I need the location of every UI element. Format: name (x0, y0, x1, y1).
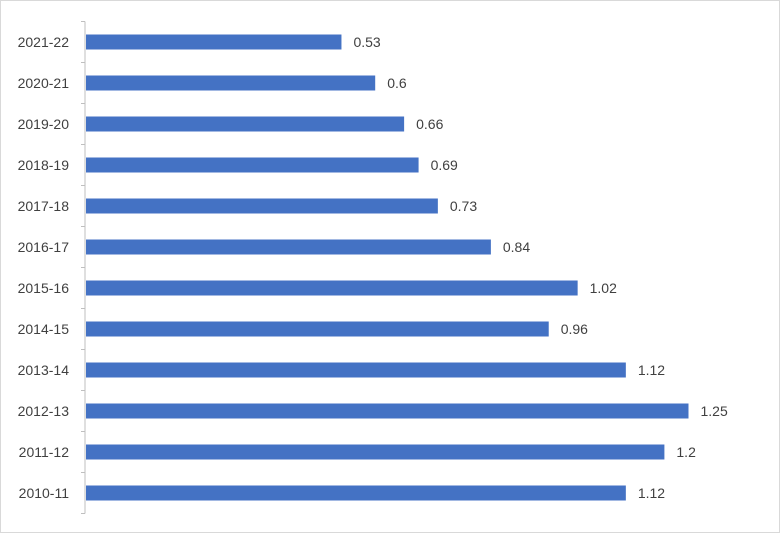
bar (86, 116, 405, 132)
value-label: 1.2 (676, 444, 696, 460)
category-label: 2021-22 (18, 34, 70, 50)
category-label: 2012-13 (18, 403, 70, 419)
category-label: 2011-12 (19, 444, 70, 460)
bar (86, 75, 376, 91)
bar (86, 280, 578, 296)
value-label: 1.25 (701, 403, 728, 419)
category-axis-ticks (81, 21, 85, 514)
category-label: 2015-16 (18, 280, 70, 296)
category-label: 2010-11 (19, 485, 70, 501)
value-label: 0.73 (450, 198, 477, 214)
value-label: 0.96 (561, 321, 588, 337)
value-label: 0.84 (503, 239, 530, 255)
value-label: 1.12 (638, 362, 665, 378)
value-label: 0.69 (431, 157, 458, 173)
category-label: 2013-14 (18, 362, 70, 378)
value-label: 0.53 (353, 34, 380, 50)
bar (86, 444, 665, 460)
value-label: 1.02 (590, 280, 617, 296)
category-label: 2017-18 (18, 198, 70, 214)
category-label: 2014-15 (18, 321, 70, 337)
value-labels: 0.53 0.6 0.66 0.69 0.73 0.84 1.02 0.96 1.12 1.25 1… (353, 34, 728, 501)
category-label: 2018-19 (18, 157, 70, 173)
bar (86, 198, 438, 214)
value-label: 1.12 (638, 485, 665, 501)
category-labels: 2021-22 2020-21 2019-20 2018-19 2017-18 2016-… (18, 34, 70, 501)
value-label: 0.6 (387, 75, 407, 91)
bar (86, 34, 342, 50)
bar (86, 321, 549, 337)
bar (86, 239, 491, 255)
bars-group (86, 34, 689, 501)
bar (86, 403, 689, 419)
bar (86, 485, 626, 501)
category-label: 2020-21 (18, 75, 70, 91)
category-label: 2019-20 (18, 116, 70, 132)
value-label: 0.66 (416, 116, 443, 132)
category-label: 2016-17 (18, 239, 70, 255)
bar (86, 157, 419, 173)
bar (86, 362, 626, 378)
